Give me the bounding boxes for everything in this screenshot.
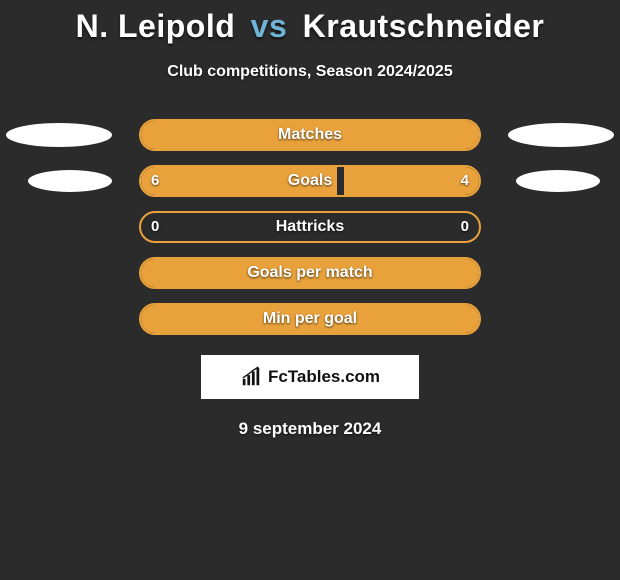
stat-row: Matches [0, 119, 620, 151]
bar-fill-left [141, 167, 337, 195]
player2-name: Krautschneider [303, 8, 545, 44]
stat-bar: Goals64 [139, 165, 481, 197]
bar-chart-icon [240, 366, 262, 388]
player1-name: N. Leipold [76, 8, 236, 44]
stat-bar: Matches [139, 119, 481, 151]
stat-rows: Matches Goals64 Hattricks0 0 Goals per match… [0, 119, 620, 335]
stat-row: Min per goal [0, 303, 620, 335]
bar-fill-left [141, 305, 479, 333]
stat-row: Goals per match [0, 257, 620, 289]
player2-value-ellipse [516, 170, 600, 192]
stat-label: Hattricks [141, 213, 479, 241]
subtitle: Club competitions, Season 2024/2025 [0, 63, 620, 81]
vs-label: vs [251, 8, 288, 44]
source-logo[interactable]: FcTables.com [201, 355, 419, 399]
stat-bar: Hattricks0 0 [139, 211, 481, 243]
bar-fill-left [141, 121, 479, 149]
stat-bar: Min per goal [139, 303, 481, 335]
player2-value-ellipse [508, 123, 614, 147]
comparison-card: N. Leipold vs Krautschneider Club compet… [0, 0, 620, 580]
stat-row: Goals64 [0, 165, 620, 197]
stat-row: Hattricks0 0 [0, 211, 620, 243]
stat-value-left: 0 [151, 213, 159, 241]
bar-fill-left [141, 259, 479, 287]
logo-text: FcTables.com [268, 367, 380, 387]
player1-value-ellipse [28, 170, 112, 192]
date-label: 9 september 2024 [0, 419, 620, 439]
player1-value-ellipse [6, 123, 112, 147]
stat-bar: Goals per match [139, 257, 481, 289]
bar-fill-right [344, 167, 479, 195]
page-title: N. Leipold vs Krautschneider [0, 8, 620, 45]
stat-value-right: 0 [461, 213, 469, 241]
